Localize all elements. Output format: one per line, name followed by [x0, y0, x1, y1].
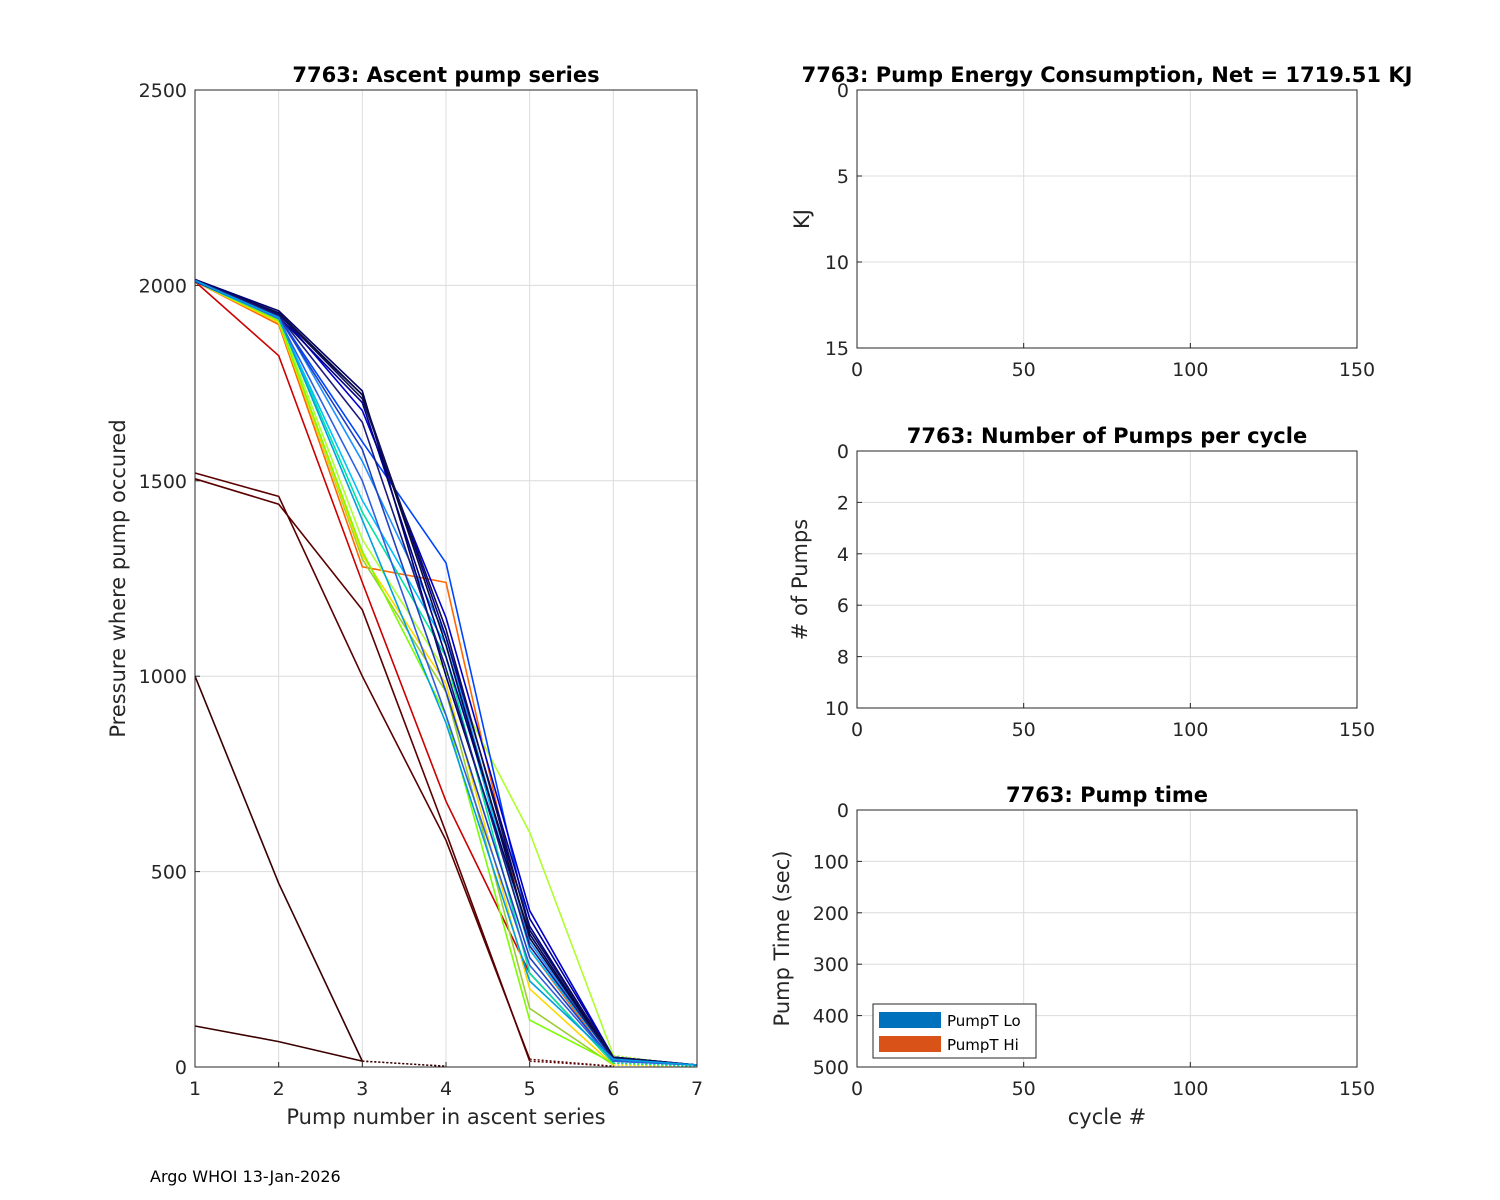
y-tick-label: 2000: [139, 275, 187, 297]
y-tick-label: 4: [837, 544, 849, 566]
legend-label: PumpT Hi: [947, 1036, 1019, 1054]
y-tick-label: 2: [837, 492, 849, 514]
y-tick-label: 10: [825, 698, 849, 720]
axes-frame: [856, 809, 1358, 1068]
x-tick-label: 50: [1012, 719, 1036, 741]
series-line: [194, 478, 531, 1062]
x-tick-label: 100: [1172, 719, 1208, 741]
legend-label: PumpT Lo: [947, 1012, 1021, 1030]
y-axis-label: KJ: [790, 209, 814, 229]
x-tick-label: 150: [1339, 1078, 1375, 1100]
footer-credit: Argo WHOI 13-Jan-2026: [150, 1167, 341, 1186]
surface-extension-line: [529, 1058, 614, 1067]
series-line: [194, 472, 531, 1060]
series-line: [194, 1025, 363, 1062]
y-axis-label: Pressure where pump occured: [106, 419, 130, 737]
x-tick-label: 0: [851, 719, 863, 741]
y-tick-label: 500: [813, 1057, 849, 1079]
y-tick-label: 8: [837, 647, 849, 669]
axes-frame: [856, 450, 1358, 709]
x-axis-label: Pump number in ascent series: [286, 1105, 605, 1129]
series-line: [194, 278, 614, 1064]
ascent-pump-series-plot: 1 2 3 4 5 6 7 0 500 1000 1500 2000 2500 7763: Ascent …: [106, 63, 703, 1129]
series-line: [194, 675, 364, 1062]
series-line: [194, 280, 614, 1064]
legend-swatch: [879, 1036, 941, 1052]
x-tick-label: 4: [440, 1078, 452, 1100]
legend-swatch: [879, 1012, 941, 1028]
y-tick-label: 2500: [139, 80, 187, 102]
y-tick-label: 1500: [139, 471, 187, 493]
chart-title: 7763: Number of Pumps per cycle: [907, 424, 1307, 448]
y-tick-label: 300: [813, 954, 849, 976]
y-tick-label: 0: [175, 1057, 187, 1079]
y-axis-label: Pump Time (sec): [770, 851, 794, 1027]
y-tick-label: 6: [837, 595, 849, 617]
x-tick-label: 1: [189, 1078, 201, 1100]
series-line: [194, 279, 698, 1066]
x-tick-label: 0: [851, 1078, 863, 1100]
y-tick-label: 5: [837, 166, 849, 188]
y-tick-label: 0: [837, 80, 849, 102]
y-tick-label: 0: [837, 441, 849, 463]
surface-extension-line: [362, 1060, 447, 1067]
y-axis-label: # of Pumps: [788, 519, 812, 641]
y-tick-label: 1000: [139, 666, 187, 688]
x-tick-label: 50: [1012, 359, 1036, 381]
x-tick-label: 50: [1012, 1078, 1036, 1100]
y-tick-label: 200: [813, 903, 849, 925]
series-line: [194, 278, 615, 1056]
pump-energy-plot: 0 50 100 150 0 5 10 15 7763: Pump Energy Consump…: [790, 63, 1412, 381]
x-axis-label: cycle #: [1068, 1105, 1147, 1129]
y-tick-label: 500: [151, 862, 187, 884]
x-tick-label: 2: [273, 1078, 285, 1100]
x-tick-label: 150: [1339, 359, 1375, 381]
y-tick-label: 400: [813, 1006, 849, 1028]
x-tick-label: 150: [1339, 719, 1375, 741]
number-of-pumps-plot: 0 50 100 150 0 2 4 6 8 10 7763: Number of Pumps pe…: [788, 424, 1375, 741]
x-tick-label: 100: [1172, 359, 1208, 381]
y-tick-label: 0: [837, 800, 849, 822]
axes-frame: [856, 89, 1358, 349]
surface-extension-line: [613, 1062, 698, 1067]
chart-title: 7763: Pump time: [1006, 783, 1208, 807]
chart-title: 7763: Ascent pump series: [292, 63, 599, 87]
x-tick-label: 3: [356, 1078, 368, 1100]
y-tick-label: 100: [813, 851, 849, 873]
y-tick-label: 15: [825, 338, 849, 360]
x-tick-label: 100: [1172, 1078, 1208, 1100]
x-tick-label: 7: [691, 1078, 703, 1100]
series-line: [194, 279, 698, 1066]
axes-frame: [194, 89, 698, 1068]
pump-time-plot: 0 50 100 150 0 100 200 300 400 500 7763: Pump time…: [770, 783, 1375, 1129]
surface-extension-line: [529, 1060, 614, 1067]
x-tick-label: 6: [607, 1078, 619, 1100]
x-tick-label: 5: [524, 1078, 536, 1100]
x-tick-label: 0: [851, 359, 863, 381]
chart-title: 7763: Pump Energy Consumption, Net = 171…: [802, 63, 1413, 87]
y-tick-label: 10: [825, 252, 849, 274]
